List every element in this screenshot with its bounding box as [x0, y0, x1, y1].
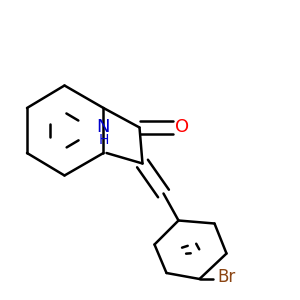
Text: Br: Br	[218, 268, 236, 286]
Text: H: H	[98, 134, 109, 148]
Text: O: O	[176, 118, 190, 136]
Text: N: N	[97, 118, 110, 136]
